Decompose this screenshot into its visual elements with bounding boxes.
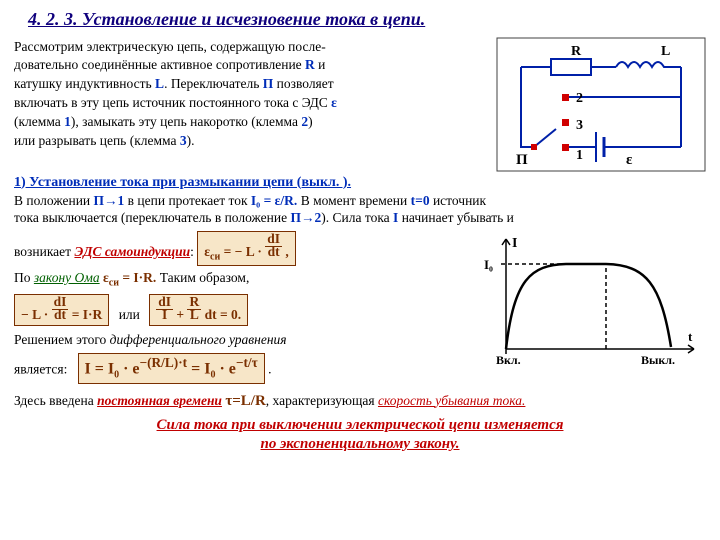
svg-text:1: 1: [576, 148, 583, 163]
svg-text:ε: ε: [626, 152, 633, 168]
paragraph-2: В положении П→1 в цепи протекает ток I₀ …: [14, 193, 706, 227]
intro-text: Рассмотрим электрическую цепь, содержащу…: [14, 37, 488, 172]
svg-text:I: I: [512, 236, 517, 251]
current-graph: I I₀ t Вкл. Выкл.: [476, 229, 706, 369]
svg-text:3: 3: [576, 118, 583, 133]
eq-self-induction: εси = − L · dIdt ,: [197, 231, 296, 266]
svg-text:L: L: [661, 44, 670, 59]
solution-label: Решением этого дифференциального уравнен…: [14, 332, 466, 349]
conclusion: Сила тока при выключении электрической ц…: [14, 416, 706, 454]
svg-text:t: t: [688, 329, 693, 344]
svg-text:I₀: I₀: [484, 257, 493, 272]
subsection-1-head: 1) Установление тока при размыкании цепи…: [14, 174, 706, 192]
solution-line: является: I = I0 · e−(R/L)·t = I0 · e−t/…: [14, 353, 466, 384]
svg-text:П: П: [516, 152, 528, 168]
diff-eq-line: − L · dIdt = I·R или dII + RL dt = 0.: [14, 294, 466, 326]
time-constant-line: Здесь введена постоянная времени τ=L/R, …: [14, 392, 706, 411]
svg-text:2: 2: [576, 91, 583, 106]
svg-text:Вкл.: Вкл.: [496, 353, 521, 367]
section-title: 4. 2. 3. Установление и исчезновение ток…: [28, 8, 706, 31]
svg-text:R: R: [571, 44, 582, 59]
circuit-diagram: R L 2 3 1 П ε: [496, 37, 706, 172]
self-induction-line: возникает ЭДС самоиндукции: εси = − L · …: [14, 231, 466, 266]
ohm-line: По закону Ома εси = I·R. Таким образом,: [14, 270, 466, 290]
svg-text:Выкл.: Выкл.: [641, 353, 675, 367]
